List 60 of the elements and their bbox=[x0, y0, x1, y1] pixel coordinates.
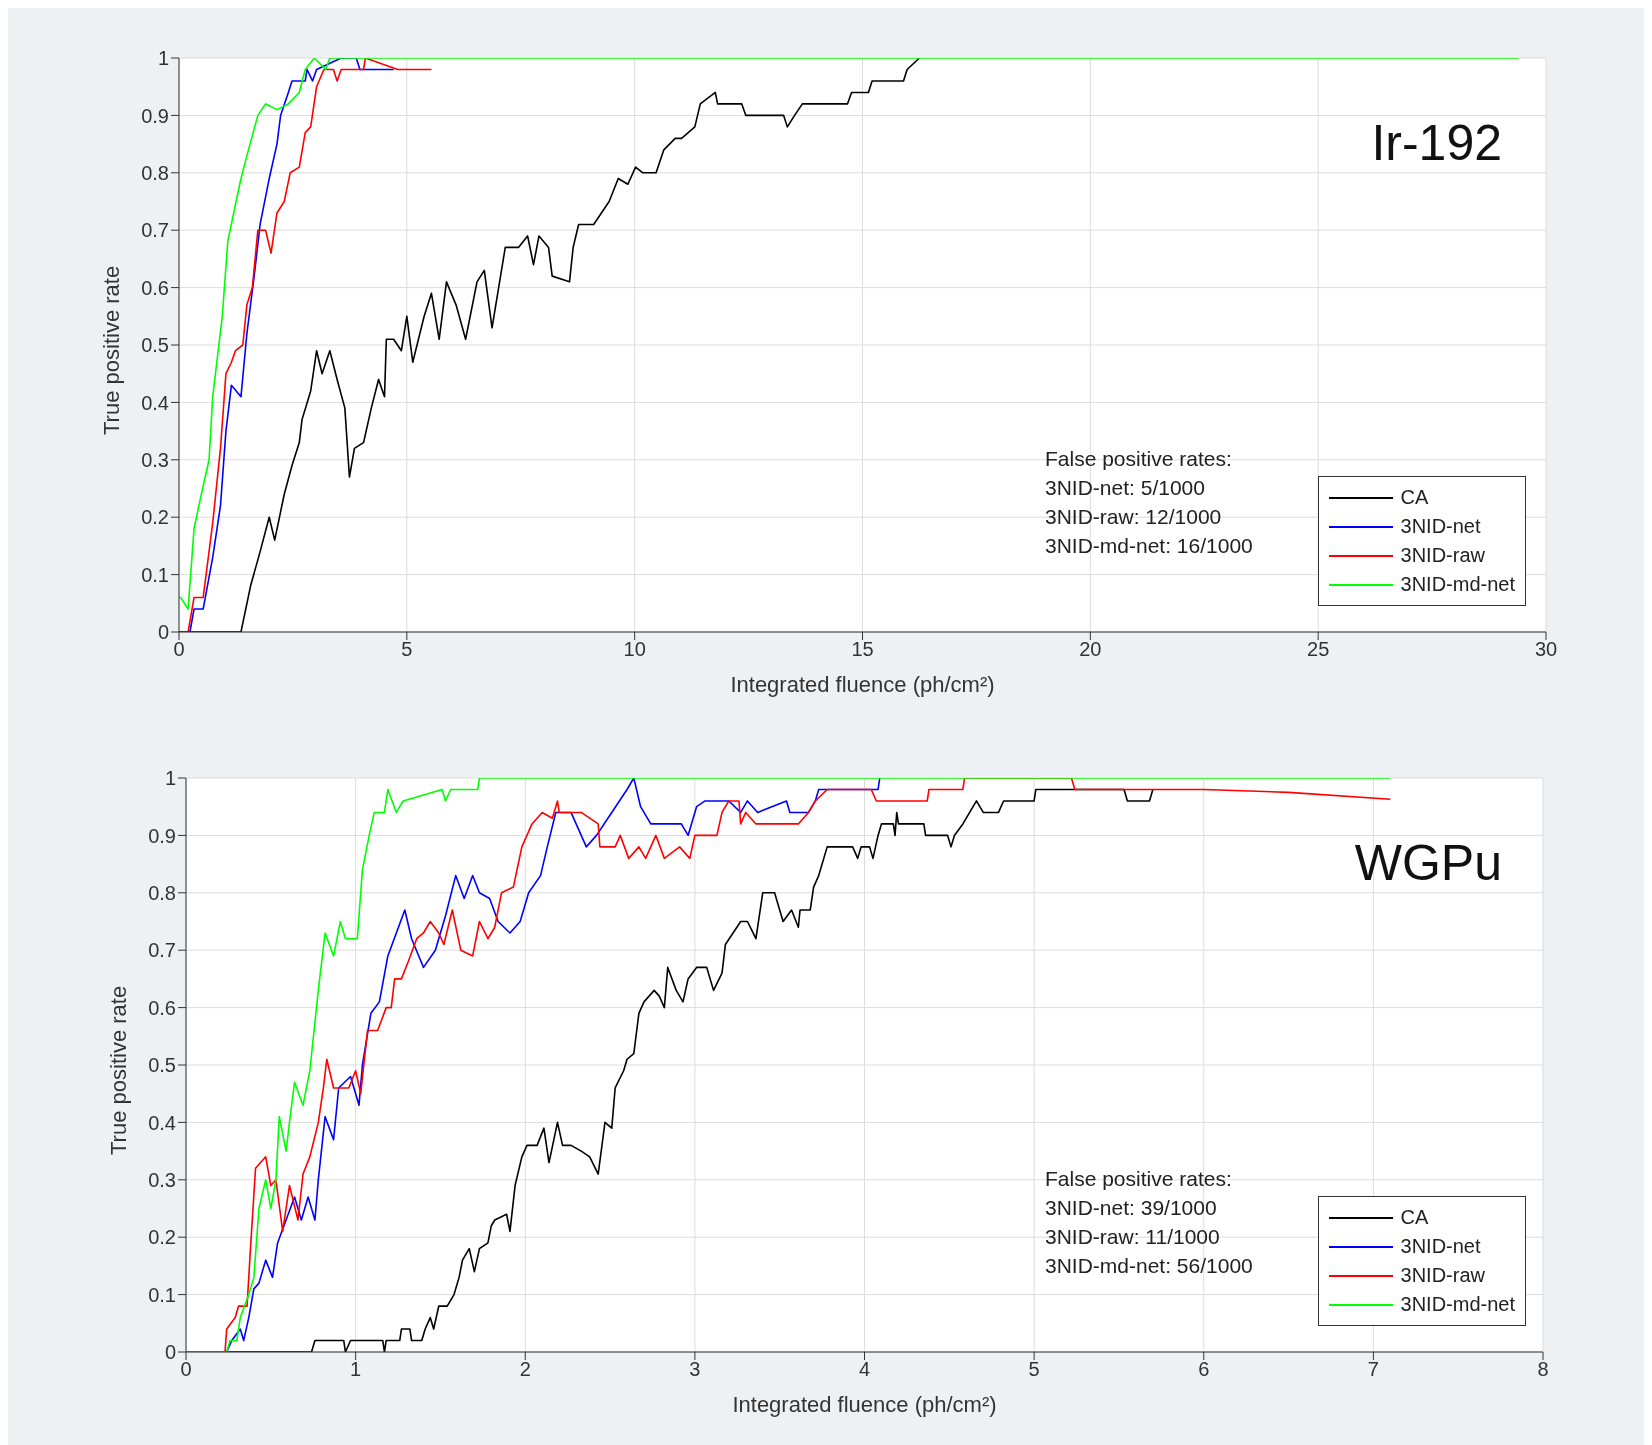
x-tick-label: 30 bbox=[1534, 638, 1558, 661]
x-tick-label: 6 bbox=[1198, 1358, 1210, 1381]
y-tick-label: 0.6 bbox=[141, 276, 169, 299]
y-tick-label: 0.5 bbox=[141, 334, 169, 357]
y-tick-label: 0.8 bbox=[141, 161, 169, 184]
annotation: Ir-192 bbox=[1371, 114, 1502, 172]
y-tick-label: 0.9 bbox=[141, 104, 169, 127]
y-tick-label: 0 bbox=[164, 1341, 176, 1364]
annotation: False positive rates: bbox=[1045, 446, 1233, 472]
legend-label: 3NID-raw bbox=[1400, 1264, 1485, 1287]
y-tick-label: 0.4 bbox=[141, 391, 169, 414]
legend-label: 3NID-md-net bbox=[1400, 1293, 1515, 1316]
y-tick-label: 0.3 bbox=[141, 448, 169, 471]
x-tick-label: 25 bbox=[1307, 638, 1330, 661]
x-tick-label: 2 bbox=[519, 1358, 531, 1381]
y-tick-label: 0.6 bbox=[148, 996, 176, 1019]
x-axis-title: Integrated fluence (ph/cm²) bbox=[732, 1392, 997, 1417]
annotation: WGPu bbox=[1354, 834, 1502, 892]
x-tick-label: 7 bbox=[1367, 1358, 1379, 1381]
annotation: 3NID-raw: 11/1000 bbox=[1045, 1224, 1221, 1250]
x-tick-label: 20 bbox=[1079, 638, 1102, 661]
y-tick-label: 0.2 bbox=[141, 506, 169, 529]
y-tick-label: 0.7 bbox=[148, 939, 176, 962]
annotation: False positive rates: bbox=[1045, 1166, 1233, 1192]
x-tick-label: 15 bbox=[851, 638, 874, 661]
y-tick-label: 0.8 bbox=[148, 881, 176, 904]
legend-label: 3NID-raw bbox=[1400, 544, 1485, 567]
y-axis-title: True positive rate bbox=[98, 265, 124, 435]
y-tick-label: 0.4 bbox=[148, 1111, 176, 1134]
x-tick-label: 8 bbox=[1537, 1358, 1549, 1381]
legend-label: CA bbox=[1400, 486, 1429, 509]
y-axis-title: True positive rate bbox=[105, 985, 131, 1155]
y-tick-label: 0.3 bbox=[148, 1168, 176, 1191]
y-tick-label: 0.1 bbox=[141, 563, 169, 586]
annotation: 3NID-md-net: 16/1000 bbox=[1045, 533, 1253, 559]
annotation: 3NID-raw: 12/1000 bbox=[1045, 504, 1223, 530]
y-tick-label: 0.1 bbox=[148, 1283, 176, 1306]
annotation: 3NID-net: 39/1000 bbox=[1045, 1195, 1218, 1221]
legend-label: 3NID-net bbox=[1400, 1235, 1481, 1258]
y-tick-label: 0.2 bbox=[148, 1226, 176, 1249]
x-tick-label: 3 bbox=[689, 1358, 701, 1381]
legend-label: 3NID-net bbox=[1400, 515, 1481, 538]
annotation: 3NID-md-net: 56/1000 bbox=[1045, 1253, 1253, 1279]
x-tick-label: 5 bbox=[1028, 1358, 1040, 1381]
x-axis-title: Integrated fluence (ph/cm²) bbox=[730, 672, 995, 697]
y-tick-label: 0.9 bbox=[148, 824, 176, 847]
annotation: 3NID-net: 5/1000 bbox=[1045, 475, 1206, 501]
x-tick-label: 5 bbox=[401, 638, 413, 661]
y-tick-label: 1 bbox=[164, 767, 176, 790]
y-tick-label: 1 bbox=[157, 47, 169, 70]
y-tick-label: 0.7 bbox=[141, 219, 169, 242]
y-tick-label: 0 bbox=[157, 621, 169, 644]
line-series bbox=[179, 58, 1520, 610]
legend-label: CA bbox=[1400, 1206, 1429, 1229]
y-tick-label: 0.5 bbox=[148, 1054, 176, 1077]
x-tick-label: 4 bbox=[858, 1358, 871, 1381]
x-tick-label: 0 bbox=[180, 1358, 192, 1381]
legend-label: 3NID-md-net bbox=[1400, 573, 1515, 596]
x-tick-label: 10 bbox=[623, 638, 646, 661]
x-tick-label: 1 bbox=[350, 1358, 362, 1381]
